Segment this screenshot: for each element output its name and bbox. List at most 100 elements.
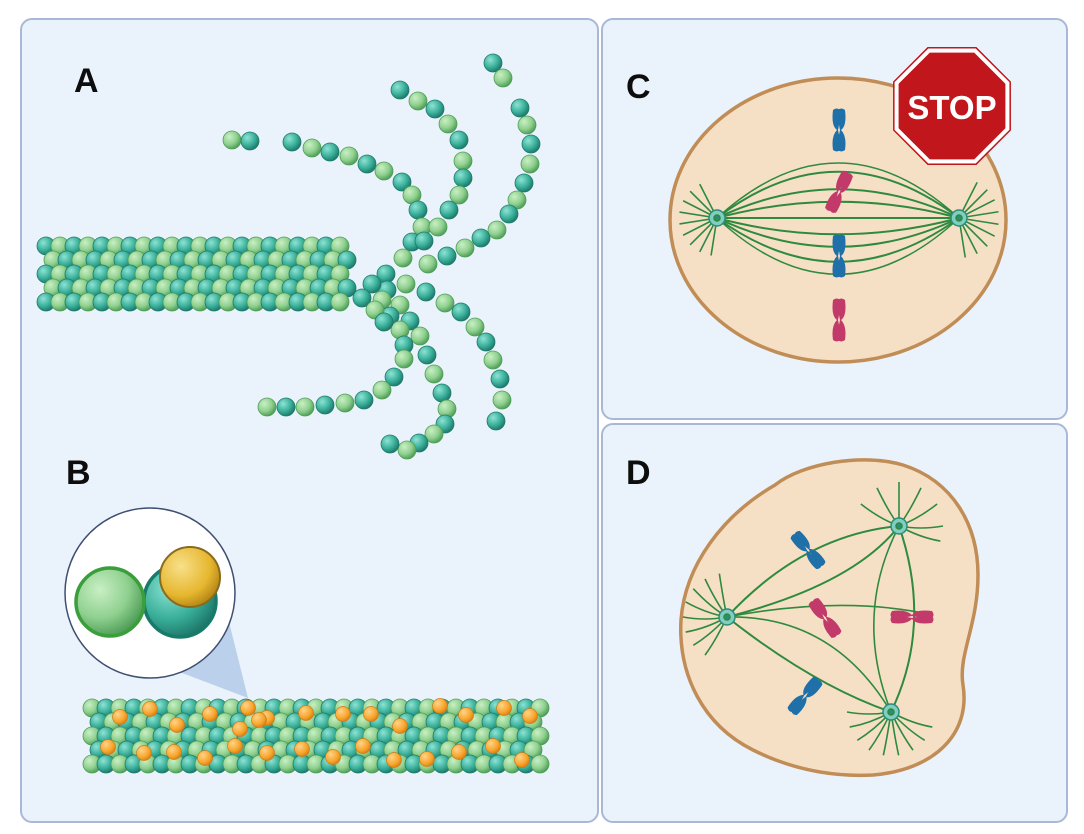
drug-molecule bbox=[251, 712, 267, 728]
chromosome-red bbox=[832, 298, 846, 342]
panel-d: D bbox=[601, 423, 1068, 823]
drug-molecule bbox=[363, 706, 379, 722]
tubulin-subunit bbox=[493, 68, 513, 88]
scattered-chromosomes bbox=[787, 530, 934, 716]
tubulin-subunit bbox=[510, 98, 530, 118]
tubulin-subunit bbox=[392, 172, 412, 192]
tubulin-subunit bbox=[435, 293, 455, 313]
label-c: C bbox=[626, 68, 651, 106]
drug-molecule bbox=[136, 745, 152, 761]
tubulin-subunit bbox=[465, 317, 485, 337]
drug-molecule bbox=[451, 744, 467, 760]
chromosome-blue bbox=[787, 676, 823, 716]
tubulin-subunit bbox=[397, 440, 417, 460]
chromosome-blue bbox=[832, 234, 846, 278]
chromosome-blue bbox=[832, 108, 846, 152]
tubulin-subunit bbox=[335, 393, 355, 413]
drug-molecule bbox=[100, 739, 116, 755]
panel-c: C STOP bbox=[601, 18, 1068, 420]
drug-molecule bbox=[496, 700, 512, 716]
tubulin-subunit bbox=[416, 282, 436, 302]
tubulin-subunit bbox=[408, 91, 428, 111]
tubulin-subunit bbox=[384, 367, 404, 387]
drug-molecule bbox=[355, 738, 371, 754]
multipolar-spindle-diagram bbox=[679, 458, 980, 778]
tubulin-subunit bbox=[439, 200, 459, 220]
drug-molecule bbox=[298, 705, 314, 721]
tubulin-subunit bbox=[424, 424, 444, 444]
tubulin-subunit bbox=[352, 288, 372, 308]
tubulin-subunit bbox=[302, 138, 322, 158]
tubulin-subunit bbox=[449, 185, 469, 205]
tubulin-subunit bbox=[380, 434, 400, 454]
tubulin-subunit bbox=[320, 142, 340, 162]
stop-sign-text: STOP bbox=[907, 89, 996, 126]
tubulin-subunit bbox=[530, 754, 550, 774]
tubulin-subunit bbox=[517, 115, 537, 135]
tubulin-subunit bbox=[315, 395, 335, 415]
drug-molecule bbox=[514, 752, 530, 768]
tubulin-subunit bbox=[396, 274, 416, 294]
chromosome-red bbox=[808, 598, 842, 638]
microtubule-diagram bbox=[36, 53, 550, 774]
tubulin-subunit bbox=[357, 154, 377, 174]
drug-molecule bbox=[485, 738, 501, 754]
drug-molecule bbox=[142, 701, 158, 717]
drug-molecule bbox=[294, 741, 310, 757]
tubulin-subunit bbox=[330, 292, 350, 312]
drug-molecule bbox=[458, 707, 474, 723]
tubulin-subunit bbox=[432, 383, 452, 403]
tubulin-subunit bbox=[483, 350, 503, 370]
tubulin-subunit bbox=[455, 238, 475, 258]
drug-molecule bbox=[202, 706, 218, 722]
free-tubulin-beta bbox=[240, 131, 260, 151]
tubulin-subunit bbox=[414, 231, 434, 251]
tubulin-subunit bbox=[449, 130, 469, 150]
tubulin-subunit bbox=[417, 345, 437, 365]
tubulin-subunit bbox=[514, 173, 534, 193]
tubulin-subunit bbox=[424, 364, 444, 384]
multipolar-spindle-fibers bbox=[682, 482, 944, 756]
tubulin-subunit bbox=[428, 217, 448, 237]
drug-molecule bbox=[259, 745, 275, 761]
tubulin-subunit bbox=[492, 390, 512, 410]
tubulin-subunit bbox=[437, 246, 457, 266]
tubulin-subunit bbox=[276, 397, 296, 417]
drug-bound-microtubule bbox=[82, 698, 550, 774]
drug-molecule bbox=[166, 744, 182, 760]
drug-molecule bbox=[169, 717, 185, 733]
alpha-tubulin-icon bbox=[74, 566, 146, 638]
drug-molecule bbox=[240, 700, 256, 716]
tubulin-subunit bbox=[425, 99, 445, 119]
free-tubulin-dimer bbox=[222, 130, 260, 151]
drug-molecule bbox=[335, 706, 351, 722]
tubulin-subunit bbox=[410, 326, 430, 346]
panel-a-b: A B bbox=[20, 18, 599, 823]
chromosome-red bbox=[890, 610, 934, 624]
tubulin-subunit bbox=[374, 161, 394, 181]
drug-molecule bbox=[325, 749, 341, 765]
stop-sign-icon: STOP bbox=[893, 47, 1011, 165]
free-tubulin-alpha bbox=[222, 130, 242, 150]
tubulin-subunit bbox=[339, 146, 359, 166]
tubulin-subunit bbox=[520, 154, 540, 174]
label-b: B bbox=[66, 454, 91, 492]
tubulin-subunit bbox=[483, 53, 503, 73]
magnified-tubulin-dimer bbox=[64, 507, 236, 679]
chromosome-blue bbox=[790, 530, 826, 570]
aligned-chromosomes bbox=[825, 108, 853, 342]
drug-molecule bbox=[386, 752, 402, 768]
drug-molecule bbox=[419, 751, 435, 767]
tubulin-subunit bbox=[418, 254, 438, 274]
drug-molecule bbox=[432, 698, 448, 714]
tubulin-subunit bbox=[438, 114, 458, 134]
tubulin-subunit bbox=[295, 397, 315, 417]
bipolar-spindle-diagram: STOP bbox=[668, 47, 1011, 364]
tubulin-subunit bbox=[471, 228, 491, 248]
label-d: D bbox=[626, 454, 651, 492]
drug-molecule bbox=[227, 738, 243, 754]
tubulin-subunit bbox=[362, 274, 382, 294]
tubulin-subunit bbox=[282, 132, 302, 152]
tubulin-subunit bbox=[408, 200, 428, 220]
tubulin-subunit bbox=[372, 380, 392, 400]
